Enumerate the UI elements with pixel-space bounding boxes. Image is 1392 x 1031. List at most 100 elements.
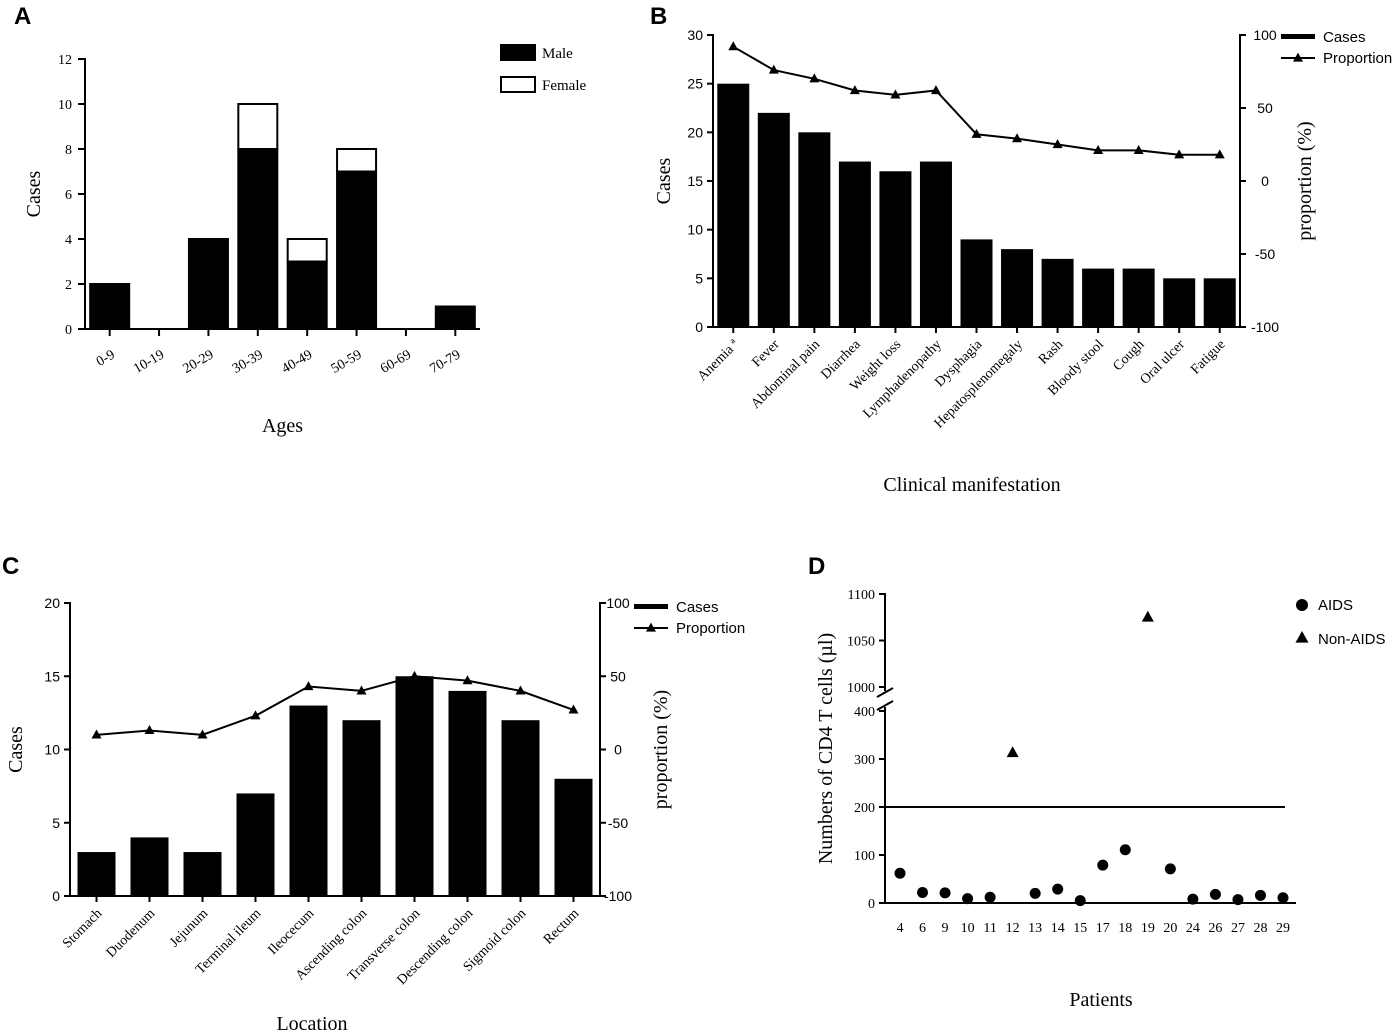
bar-cases-ascending-colon xyxy=(342,720,381,896)
proportion-marker-bloody-stool xyxy=(1093,144,1104,154)
bar-male-50-59 xyxy=(336,170,378,330)
aids-point-patient-24 xyxy=(1187,893,1199,905)
y-right-tick-label: -50 xyxy=(1255,246,1275,262)
panel-letter-b: B xyxy=(650,3,667,30)
y-right-tick-label: 100 xyxy=(1253,27,1277,43)
proportion-marker-weight-loss xyxy=(890,89,901,99)
bar-cases-weight-loss xyxy=(879,171,912,327)
bar-cases-anemia xyxy=(717,83,750,328)
y-tick-label: 10 xyxy=(687,222,703,238)
aids-point-patient-11 xyxy=(984,891,996,903)
x-tick-label: 6 xyxy=(919,921,926,936)
aids-point-patient-17 xyxy=(1097,859,1109,871)
x-axis-title: Ages xyxy=(262,415,303,437)
proportion-marker-abdominal-pain xyxy=(809,73,820,83)
y-tick-label: 200 xyxy=(854,801,875,816)
proportion-marker-anemia xyxy=(728,41,739,51)
x-tick-label: 18 xyxy=(1118,921,1132,936)
x-tick-label: 70-79 xyxy=(428,347,464,376)
y-tick-label: 5 xyxy=(52,815,60,831)
proportion-marker-lymphadenopathy xyxy=(930,85,941,95)
x-tick-label: Rectum xyxy=(541,906,582,947)
y-tick-label: 4 xyxy=(65,233,72,248)
x-tick-label: 14 xyxy=(1051,921,1065,936)
x-tick-label: Oral ulcer xyxy=(1138,337,1189,388)
y-tick-label: 400 xyxy=(854,705,875,720)
panel-d: D 0 100 200 300 400 1000 1050 1100 4 6 9 10 11 12 13 14 1… xyxy=(808,553,1386,1011)
x-tick-label: 20 xyxy=(1163,921,1177,936)
x-tick-label: 30-39 xyxy=(230,347,266,376)
x-tick-label: 9 xyxy=(942,921,949,936)
proportion-marker-diarrhea xyxy=(849,85,860,95)
y-tick-label: 15 xyxy=(44,668,60,684)
y-right-tick-label: -50 xyxy=(608,815,628,831)
non-aids-point-patient-12 xyxy=(1006,746,1019,758)
y-tick-label: 1000 xyxy=(847,681,875,696)
x-tick-label: 60-69 xyxy=(378,347,414,376)
x-tick-label: 29 xyxy=(1276,921,1290,936)
bar-male-70-79 xyxy=(434,305,476,330)
x-tick-label: 40-49 xyxy=(279,347,315,376)
y-right-axis-title: proportion (%) xyxy=(650,690,672,809)
proportion-marker-transverse-colon xyxy=(409,670,420,680)
aids-point-patient-27 xyxy=(1232,894,1244,906)
y-tick-label: 1100 xyxy=(848,588,875,603)
bar-cases-rash xyxy=(1041,258,1074,327)
proportion-marker-dysphagia xyxy=(971,128,982,138)
y-tick-label: 0 xyxy=(52,888,60,904)
y-tick-label: 25 xyxy=(687,76,703,92)
y-right-tick-label: 50 xyxy=(610,668,626,684)
aids-point-patient-26 xyxy=(1209,888,1221,900)
x-tick-label: Fever xyxy=(749,337,782,370)
legend-swatch-male xyxy=(500,44,536,61)
y-right-tick-label: -100 xyxy=(1251,319,1279,335)
x-tick-label: 24 xyxy=(1186,921,1200,936)
bar-cases-ileocecum xyxy=(289,705,328,896)
y-tick-label: 300 xyxy=(854,753,875,768)
bar-female-40-49 xyxy=(286,238,328,263)
y-right-axis-title: proportion (%) xyxy=(1294,121,1316,240)
aids-point-patient-29 xyxy=(1277,892,1289,904)
x-tick-label: 50-59 xyxy=(329,347,365,376)
y-tick-label: 8 xyxy=(65,143,72,158)
y-tick-label: 100 xyxy=(854,849,875,864)
y-right-tick-label: 50 xyxy=(1257,100,1273,116)
x-tick-label: Anemia ª xyxy=(695,337,742,384)
aids-point-patient-15 xyxy=(1074,895,1086,907)
bar-cases-hepatosplenomegaly xyxy=(1001,249,1034,327)
y-right-tick-label: 0 xyxy=(1261,173,1269,189)
x-tick-label: Fatigue xyxy=(1188,337,1228,377)
x-tick-label: 11 xyxy=(983,921,996,936)
y-axis-title: Cases xyxy=(5,726,27,773)
proportion-marker-jejunum xyxy=(197,729,208,739)
x-tick-label: 27 xyxy=(1231,921,1245,936)
x-axis-title: Location xyxy=(276,1013,347,1031)
y-tick-label: 6 xyxy=(65,188,72,203)
y-tick-label: 5 xyxy=(695,270,703,286)
bar-male-0-9 xyxy=(89,283,131,330)
bar-cases-dysphagia xyxy=(960,239,993,327)
aids-point-patient-4 xyxy=(894,867,906,879)
y-tick-label: 20 xyxy=(687,124,703,140)
x-tick-label: 15 xyxy=(1073,921,1087,936)
y-right-tick-label: 100 xyxy=(606,595,630,611)
bar-cases-duodenum xyxy=(130,837,169,896)
y-tick-label: 15 xyxy=(687,173,703,189)
x-tick-label: 28 xyxy=(1253,921,1267,936)
x-tick-label: 20-29 xyxy=(181,347,217,376)
y-axis-title: Cases xyxy=(23,170,45,217)
legend-label-proportion: Proportion xyxy=(676,620,745,637)
aids-point-patient-14 xyxy=(1052,883,1064,895)
proportion-marker-fever xyxy=(768,64,779,74)
proportion-marker-rectum xyxy=(568,704,579,714)
x-tick-label: 10 xyxy=(961,921,975,936)
legend-marker-proportion xyxy=(1293,52,1303,62)
aids-point-patient-10 xyxy=(962,893,974,905)
bar-cases-fever xyxy=(757,112,790,327)
bar-male-20-29 xyxy=(187,238,229,330)
y-tick-label: 1050 xyxy=(847,635,875,650)
bar-cases-stomach xyxy=(77,852,116,896)
legend-marker-aids xyxy=(1296,599,1308,611)
